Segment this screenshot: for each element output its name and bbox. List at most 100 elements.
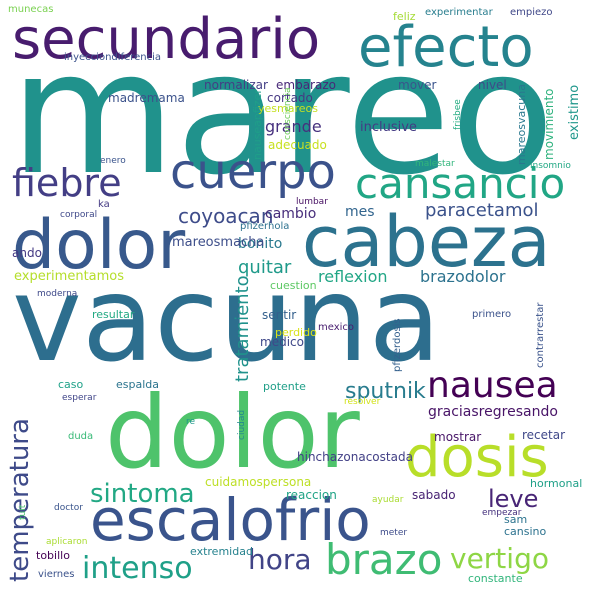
word-mover: mover: [398, 78, 437, 92]
word-sputnik: sputnik: [345, 379, 426, 404]
word-ando: ando: [12, 246, 42, 260]
word-re: re: [186, 417, 196, 427]
word-contrarrestar: contrarrestar: [535, 302, 546, 368]
word-yesmareos: yesmareos: [258, 102, 318, 115]
word-resolver: resolver: [344, 397, 381, 407]
word-cansancio: cansancio: [355, 159, 565, 208]
word-brazo: brazo: [325, 535, 442, 584]
word-tratamiento: tratamiento: [232, 275, 253, 382]
word-madremama: madremama: [108, 91, 185, 105]
word-coyoacan: coyoacan: [178, 204, 274, 228]
word-primero: primero: [472, 309, 511, 320]
word-mareo: mareo: [10, 15, 555, 213]
word-inclusive: inclusive: [360, 120, 417, 135]
word-vacuna: vacuna: [12, 250, 441, 388]
word-mareosvacuna: mareosvacuna: [515, 84, 528, 165]
word-normalizar: normalizar: [204, 78, 268, 92]
word-constante: constante: [468, 572, 523, 585]
word-feliz: feliz: [393, 10, 416, 23]
word-secundario: secundario: [12, 7, 320, 72]
word-mostrar: mostrar: [434, 430, 481, 444]
word-mes: mes: [345, 204, 375, 220]
word-efecto: efecto: [358, 15, 534, 80]
word-cansino: cansino: [504, 525, 547, 538]
word-perdido: perdido: [275, 326, 317, 339]
word-lumbar: lumbar: [296, 197, 328, 207]
word-paracetamol: paracetamol: [425, 200, 539, 221]
word-cuestion: cuestion: [270, 279, 317, 292]
word-reflexion: reflexion: [318, 267, 388, 286]
word-ayudar: ayudar: [372, 495, 404, 505]
word-hora: hora: [248, 543, 312, 576]
word-cortado: cortado: [267, 91, 313, 105]
word-doctor: doctor: [54, 503, 83, 513]
word-cuidamospersona: cuidamospersona: [205, 475, 311, 489]
word-insomnio: insomnio: [530, 161, 571, 171]
word-movimiento: movimiento: [542, 88, 556, 160]
word-cambio: cambio: [265, 206, 316, 222]
word-brazodolor: brazodolor: [420, 267, 506, 286]
word-mexico: mexico: [318, 322, 354, 333]
word-extremidad: extremidad: [190, 545, 253, 558]
word-nausea: nausea: [427, 365, 558, 406]
word-enero: enero: [100, 156, 126, 166]
word-pfizerdosis: pfizerdosis: [392, 318, 403, 372]
word-moderna: moderna: [37, 289, 77, 299]
word-experimentar: experimentar: [425, 7, 494, 18]
word-esperar: esperar: [62, 393, 97, 403]
word-cabeza: cabeza: [302, 201, 551, 283]
word-nivel: nivel: [478, 78, 507, 92]
word-intenso: intenso: [82, 551, 193, 586]
word-dosis: dosis: [405, 425, 549, 490]
word-pfizerhola: pfizerhola: [240, 221, 289, 232]
word-dolor: dolor: [12, 206, 185, 285]
word-resultar: resultar: [92, 308, 135, 321]
word-adecuado: adecuado: [268, 138, 327, 152]
word-tuit: tuit: [18, 504, 28, 520]
word-ciudad: ciudad: [237, 410, 247, 440]
word-espalda: espalda: [116, 378, 159, 391]
word-sabado: sabado: [412, 488, 456, 502]
word-grande: grande: [265, 117, 322, 136]
word-hinchazonacostada: hinchazonacostada: [297, 450, 413, 464]
word-frisbee: frisbee: [453, 99, 463, 130]
word-quitar: quitar: [238, 257, 292, 278]
word-leve: leve: [488, 485, 538, 513]
word-caso: caso: [58, 378, 84, 391]
word-bonito: bonito: [238, 236, 282, 252]
word-tobillo: tobillo: [36, 549, 70, 562]
word-medico: medico: [260, 335, 304, 349]
word-munecas: munecas: [8, 4, 53, 15]
word-escalofrio: escalofrio: [90, 486, 371, 554]
word-meter: meter: [380, 528, 407, 538]
word-cuerpo: cuerpo: [170, 144, 336, 200]
word-hormonal: hormonal: [530, 477, 582, 490]
word-nauseapfizer: nauseapfizer: [251, 89, 264, 160]
word-recetar: recetar: [522, 428, 565, 442]
word-existimo: existimo: [567, 85, 582, 140]
word-dolor: dolor: [105, 374, 361, 491]
word-sam: sam: [504, 513, 527, 526]
word-reaccion: reaccion: [286, 488, 337, 502]
word-embarazo: embarazo: [276, 78, 336, 92]
word-empiezo: empiezo: [510, 7, 553, 18]
word-graciasregresando: graciasregresando: [428, 404, 558, 420]
word-sintoma: sintoma: [90, 479, 195, 509]
word-duda: duda: [68, 431, 93, 442]
word-temperatura: temperatura: [5, 418, 35, 582]
word-fiebre: fiebre: [12, 161, 122, 205]
word-consciencia: consciencia: [283, 87, 293, 140]
word-experimentamos: experimentamos: [14, 269, 124, 284]
word-inyecciondiferencia: inyecciondiferencia: [64, 52, 161, 63]
word-mareosmacha: mareosmacha: [172, 235, 264, 250]
word-potente: potente: [263, 380, 306, 393]
word-empezar: empezar: [482, 508, 522, 518]
word-malestar: malestar: [415, 159, 455, 169]
word-sentir: sentir: [262, 308, 296, 322]
word-ka: ka: [98, 199, 110, 210]
word-aplicaron: aplicaron: [46, 537, 87, 547]
word-vertigo: vertigo: [450, 542, 549, 575]
word-corporal: corporal: [60, 210, 97, 220]
